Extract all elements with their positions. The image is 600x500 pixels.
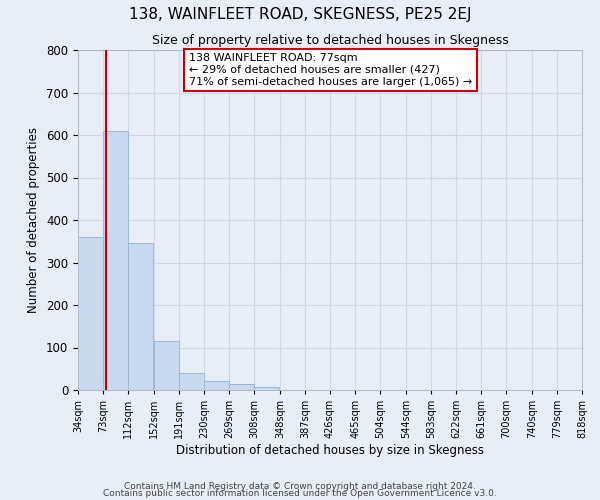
Bar — [154, 341, 179, 390]
Text: 138 WAINFLEET ROAD: 77sqm
← 29% of detached houses are smaller (427)
71% of semi: 138 WAINFLEET ROAD: 77sqm ← 29% of detac… — [189, 54, 472, 86]
X-axis label: Distribution of detached houses by size in Skegness: Distribution of detached houses by size … — [176, 444, 484, 457]
Bar — [179, 373, 204, 390]
Bar — [204, 380, 229, 390]
Title: Size of property relative to detached houses in Skegness: Size of property relative to detached ho… — [152, 34, 508, 48]
Bar — [254, 386, 279, 390]
Bar — [103, 130, 128, 390]
Y-axis label: Number of detached properties: Number of detached properties — [28, 127, 40, 313]
Text: Contains HM Land Registry data © Crown copyright and database right 2024.: Contains HM Land Registry data © Crown c… — [124, 482, 476, 491]
Bar — [229, 384, 254, 390]
Bar — [78, 237, 103, 390]
Bar — [128, 244, 153, 390]
Text: Contains public sector information licensed under the Open Government Licence v3: Contains public sector information licen… — [103, 489, 497, 498]
Text: 138, WAINFLEET ROAD, SKEGNESS, PE25 2EJ: 138, WAINFLEET ROAD, SKEGNESS, PE25 2EJ — [129, 8, 471, 22]
